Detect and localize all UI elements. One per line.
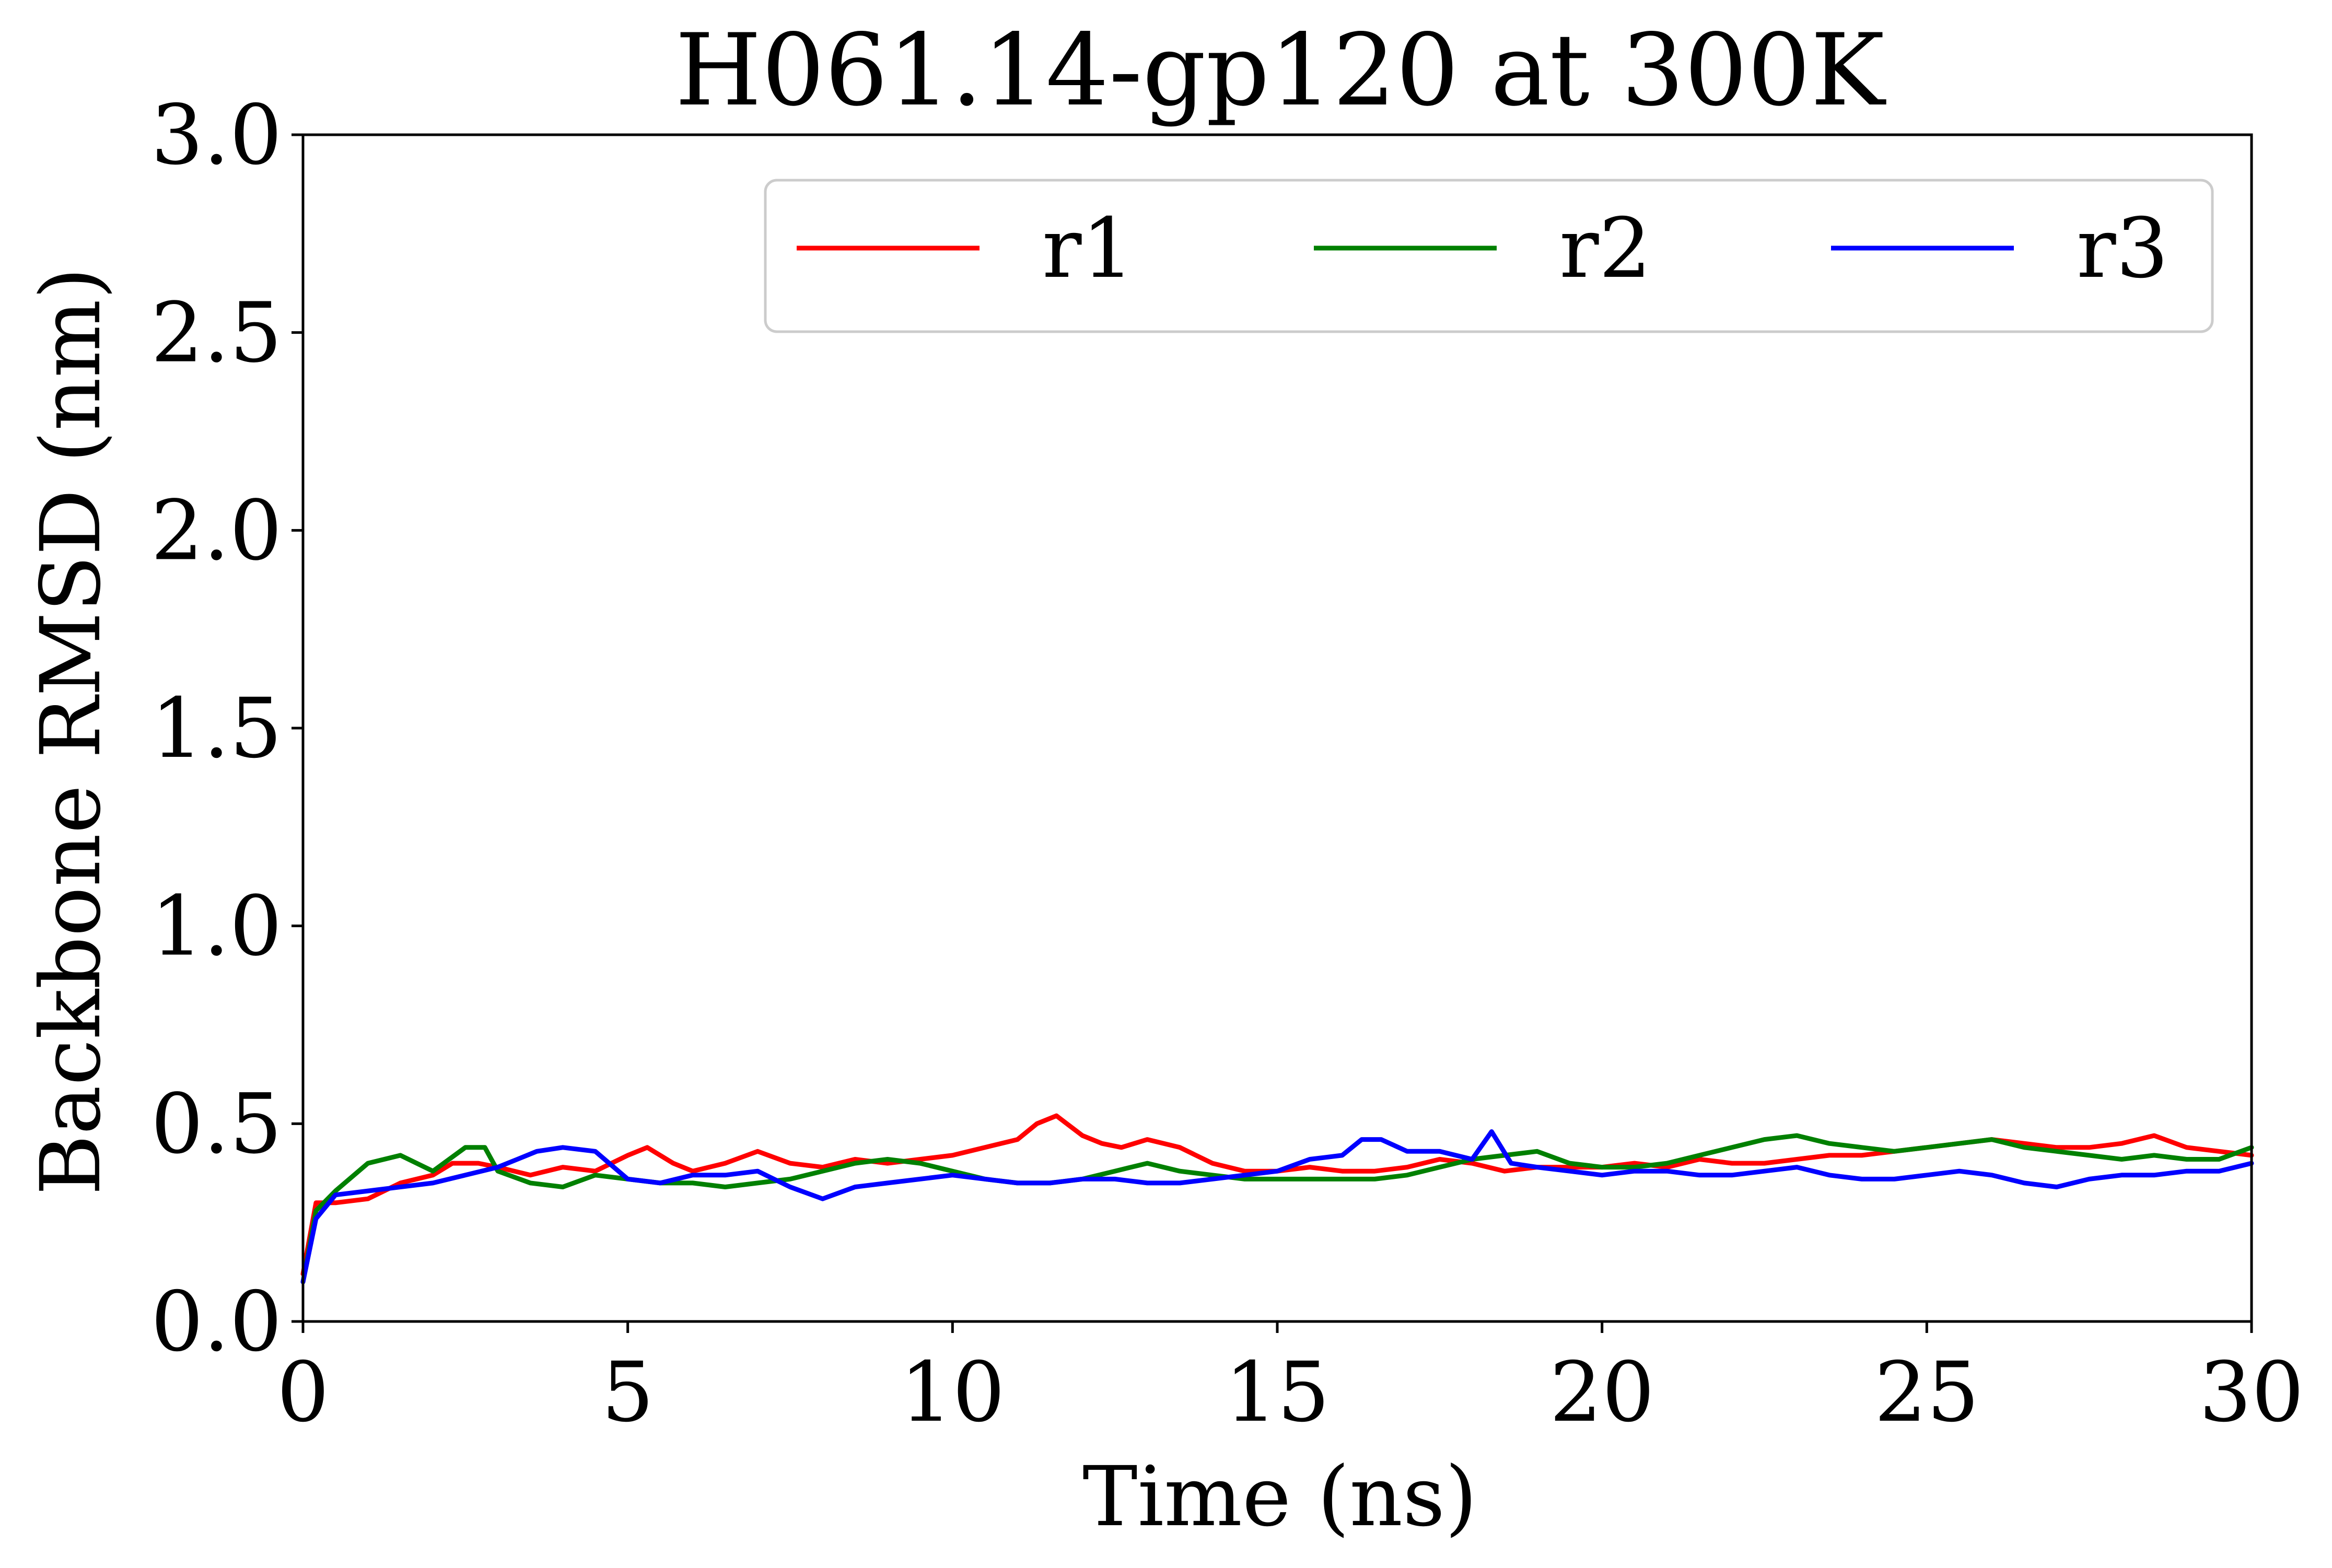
legend-box <box>764 179 2214 333</box>
legend-label-r1: r1 <box>1042 201 1134 297</box>
y-tick-label: 1.5 <box>151 681 282 777</box>
x-tick-label: 0 <box>277 1344 330 1441</box>
legend-label-r3: r3 <box>2077 201 2168 297</box>
y-tick-label: 2.5 <box>151 285 282 381</box>
y-axis-label: Backbone RMSD (nm) <box>23 267 119 1195</box>
x-tick-label: 25 <box>1874 1344 1979 1441</box>
x-tick-label: 30 <box>2199 1344 2304 1441</box>
y-tick-label: 1.0 <box>151 879 282 975</box>
series-group <box>300 1113 2254 1284</box>
y-tick-label: 2.0 <box>151 483 282 579</box>
x-tick-label: 15 <box>1225 1344 1330 1441</box>
y-tick-label: 0.5 <box>151 1076 282 1172</box>
y-axis-ticks: 0.0 0.5 1.0 1.5 2.0 2.5 3.0 <box>151 87 303 1370</box>
y-tick-label: 3.0 <box>151 87 282 183</box>
x-tick-label: 10 <box>900 1344 1005 1441</box>
series-line-r3 <box>300 1129 2254 1284</box>
series-line-r2 <box>300 1133 2254 1284</box>
chart-title: H061.14-gp120 at 300K <box>675 13 1886 128</box>
legend: r1 r2 r3 <box>764 179 2214 333</box>
x-axis-ticks: 0 5 10 15 20 25 30 <box>277 1321 2304 1441</box>
x-tick-label: 20 <box>1549 1344 1654 1441</box>
legend-label-r2: r2 <box>1559 201 1651 297</box>
x-tick-label: 5 <box>601 1344 654 1441</box>
x-axis-label: Time (ns) <box>1082 1449 1477 1545</box>
y-tick-label: 0.0 <box>151 1274 282 1370</box>
